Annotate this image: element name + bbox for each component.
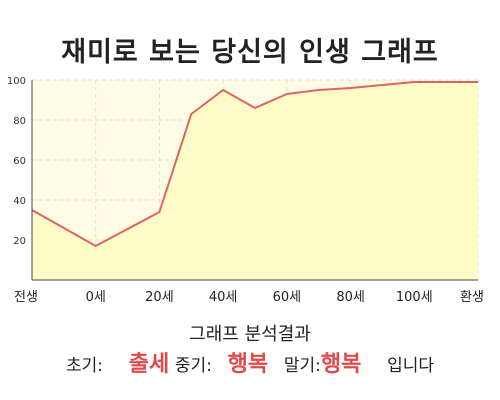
x-tick-label: 20세 <box>145 290 174 305</box>
y-tick-label: 40 <box>13 196 26 207</box>
late-value: 행복 <box>320 352 362 377</box>
chart-title: 재미로 보는 당신의 인생 그래프 <box>61 37 439 68</box>
result-heading: 그래프 분석결과 <box>189 324 311 345</box>
ending-text: 입니다 <box>387 356 435 376</box>
series-line <box>31 81 478 247</box>
x-tick-label: 100세 <box>396 290 433 305</box>
x-tick-label: 40세 <box>209 290 238 305</box>
y-tick-label: 80 <box>13 116 26 127</box>
x-tick-label: 0세 <box>86 290 106 305</box>
area-fill <box>32 82 478 280</box>
early-label: 초기: <box>65 356 103 376</box>
x-tick-label: 80세 <box>336 290 365 305</box>
x-tick-label: 60세 <box>273 290 302 305</box>
x-tick-label: 전생 <box>14 290 38 305</box>
early-value: 출세 <box>128 352 170 377</box>
late-label: 말기: <box>283 356 321 376</box>
mid-value: 행복 <box>227 352 269 377</box>
y-tick-label: 100 <box>7 76 26 87</box>
y-tick-label: 60 <box>13 156 26 167</box>
x-tick-label: 환생 <box>460 290 484 305</box>
result-summary: 초기: 출세 중기: 행복 말기:행복 입니다 <box>0 346 500 378</box>
y-tick-label: 20 <box>13 236 26 247</box>
mid-label: 중기: <box>174 356 212 376</box>
